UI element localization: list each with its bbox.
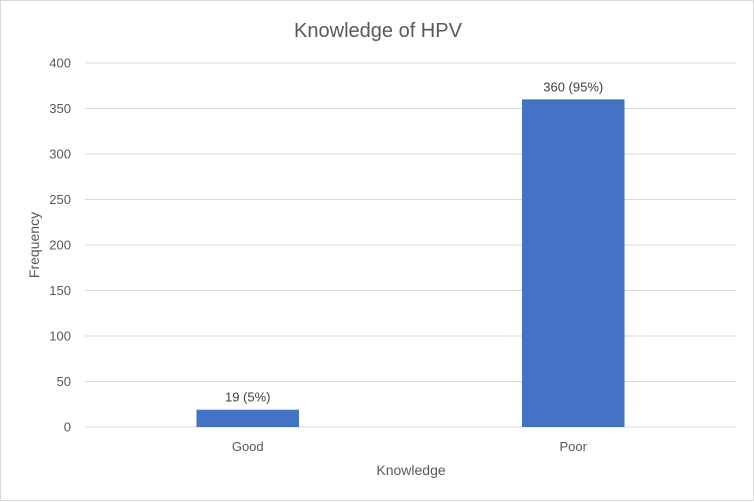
y-tick-label: 0 (64, 420, 71, 435)
y-axis-title: Frequency (26, 212, 42, 278)
gridlines (85, 62, 736, 428)
y-tick-label: 100 (49, 329, 71, 344)
y-tick-label: 150 (49, 283, 71, 298)
y-tick-label: 300 (49, 147, 71, 162)
bar-good (196, 409, 300, 427)
y-tick-labels: 0 50 100 150 200 250 300 350 400 (49, 56, 71, 435)
y-tick-label: 250 (49, 192, 71, 207)
x-axis-title: Knowledge (376, 462, 445, 478)
y-tick-label: 50 (57, 374, 71, 389)
x-tick-label: Poor (560, 439, 588, 454)
y-tick-label: 200 (49, 238, 71, 253)
data-label: 19 (5%) (225, 390, 271, 405)
chart-title: Knowledge of HPV (294, 20, 463, 42)
x-tick-label: Good (232, 439, 264, 454)
bar-poor (521, 99, 625, 428)
bars (196, 99, 625, 428)
data-labels: 19 (5%) 360 (95%) (225, 79, 603, 404)
y-tick-label: 400 (49, 56, 71, 71)
data-label: 360 (95%) (543, 79, 603, 94)
y-tick-label: 350 (49, 101, 71, 116)
x-tick-labels: Good Poor (232, 439, 588, 454)
